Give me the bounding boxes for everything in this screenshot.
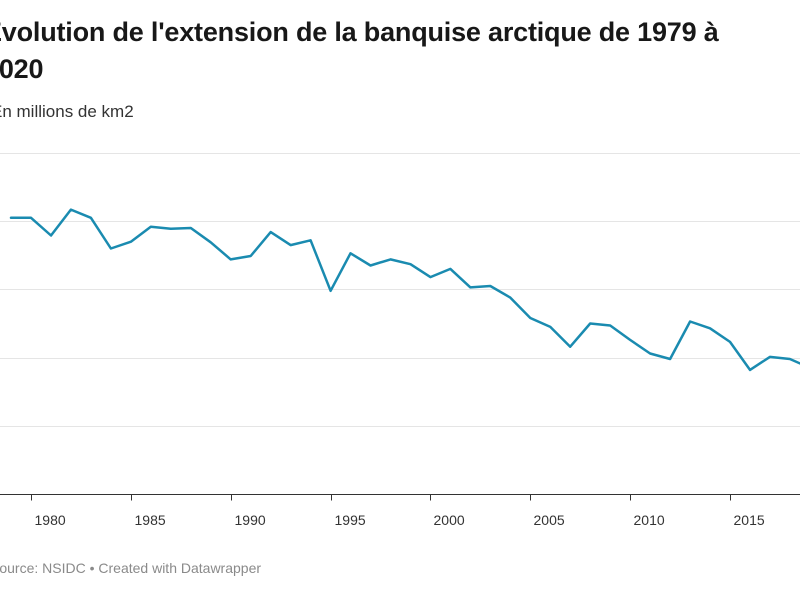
x-tick-label-1980: 1980 <box>35 512 66 528</box>
data-point-2012 <box>669 358 671 360</box>
data-point-1984 <box>110 247 112 249</box>
data-point-1990 <box>230 258 232 260</box>
data-point-2009 <box>609 324 611 326</box>
data-point-2003 <box>489 285 491 287</box>
data-point-1996 <box>349 252 351 254</box>
data-point-2016 <box>749 369 751 371</box>
chart-footer: Source: NSIDC • Created with Datawrapper <box>0 560 261 576</box>
data-point-2001 <box>449 268 451 270</box>
x-tick-label-2015: 2015 <box>734 512 765 528</box>
data-point-2006 <box>549 326 551 328</box>
x-tick-label-1995: 1995 <box>335 512 366 528</box>
data-point-2005 <box>529 317 531 319</box>
data-point-1988 <box>190 227 192 229</box>
data-point-1983 <box>90 217 92 219</box>
data-point-2011 <box>649 352 651 354</box>
data-point-2010 <box>629 339 631 341</box>
data-point-1991 <box>250 255 252 257</box>
data-point-1994 <box>309 239 311 241</box>
data-point-1998 <box>389 258 391 260</box>
x-tick-label-2000: 2000 <box>434 512 465 528</box>
x-tick-label-2010: 2010 <box>634 512 665 528</box>
footer-separator: • <box>89 560 95 576</box>
data-point-2000 <box>429 276 431 278</box>
data-point-2018 <box>789 358 791 360</box>
data-point-2014 <box>709 327 711 329</box>
source-note: Source: NSIDC <box>0 560 86 576</box>
data-point-1995 <box>329 290 331 292</box>
data-point-1992 <box>270 231 272 233</box>
x-tick-label-1985: 1985 <box>135 512 166 528</box>
data-point-1986 <box>150 226 152 228</box>
data-point-2004 <box>509 296 511 298</box>
data-point-2007 <box>569 346 571 348</box>
data-point-2013 <box>689 320 691 322</box>
data-point-1982 <box>70 208 72 210</box>
chart-title: Évolution de l'extension de la banquise … <box>0 17 719 84</box>
data-point-2015 <box>729 341 731 343</box>
data-point-1979 <box>10 217 12 219</box>
data-point-1981 <box>50 234 52 236</box>
data-point-2017 <box>769 356 771 358</box>
data-point-1987 <box>170 228 172 230</box>
chart-subtitle: En millions de km2 <box>0 102 134 121</box>
series-line-0 <box>9 208 800 372</box>
data-point-1993 <box>289 244 291 246</box>
data-point-1997 <box>369 264 371 266</box>
credit-note: Created with Datawrapper <box>98 560 262 576</box>
data-point-1989 <box>210 241 212 243</box>
data-point-2002 <box>469 286 471 288</box>
data-point-1980 <box>30 217 32 219</box>
x-tick-label-1990: 1990 <box>235 512 266 528</box>
data-point-1985 <box>130 241 132 243</box>
x-tick-label-2005: 2005 <box>534 512 565 528</box>
data-point-1999 <box>409 263 411 265</box>
data-point-2008 <box>589 322 591 324</box>
